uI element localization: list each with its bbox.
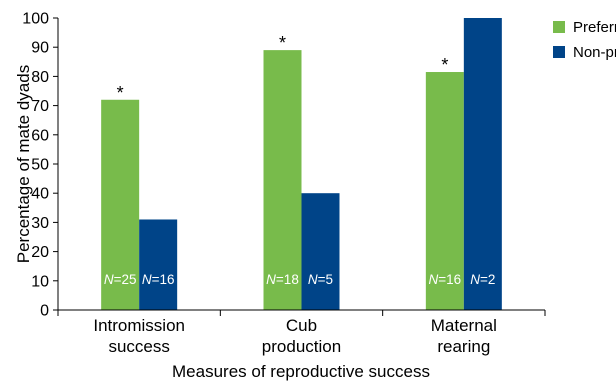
bars: N=25 * N=18 * N=16 * N=16 N=5 N=2	[101, 18, 502, 311]
bar-n-label: N=16	[429, 272, 462, 287]
x-tick-label: Maternal rearing	[431, 316, 497, 356]
bar-n-label: N=16	[142, 272, 175, 287]
x-tick-label: Intromission success	[93, 316, 185, 356]
y-tick-label: 10	[31, 273, 49, 290]
y-axis-label: Percentage of mate dyads	[14, 65, 33, 263]
y-tick-label: 60	[31, 127, 49, 144]
legend-label: Non-preferred	[573, 44, 616, 61]
y-tick-label: 80	[31, 69, 49, 86]
y-tick-label: 90	[31, 40, 49, 57]
y-tick-label: 30	[31, 215, 49, 232]
x-axis: Intromission success Cub production Maternal…	[57, 309, 546, 356]
bar	[263, 50, 302, 311]
y-tick-label: 70	[31, 98, 49, 115]
bar	[463, 18, 502, 310]
significance-marker: *	[117, 83, 124, 103]
bar-n-label: N=5	[308, 272, 333, 287]
bar	[425, 72, 464, 311]
y-tick-label: 50	[31, 157, 49, 174]
bar-n-label: N=2	[470, 272, 495, 287]
bar	[139, 219, 178, 310]
bar-n-label: N=25	[104, 272, 137, 287]
bar-n-label: N=18	[266, 272, 299, 287]
y-axis: 0 10 20 30 40 50 60 70 80 90 100	[22, 11, 59, 320]
significance-marker: *	[441, 55, 448, 75]
y-tick-label: 100	[22, 11, 49, 28]
legend-swatch	[553, 46, 565, 58]
y-tick-label: 40	[31, 186, 49, 203]
y-tick-label: 20	[31, 244, 49, 261]
legend-swatch	[553, 21, 565, 33]
bar	[301, 193, 340, 310]
x-axis-label: Measures of reproductive success	[172, 362, 430, 381]
legend-label: Preferred	[573, 19, 616, 36]
legend: Preferred Non-preferred	[553, 19, 616, 61]
x-tick-label: Cub production	[262, 316, 341, 356]
y-tick-label: 0	[40, 303, 49, 320]
bar	[101, 99, 140, 310]
significance-marker: *	[279, 33, 286, 53]
